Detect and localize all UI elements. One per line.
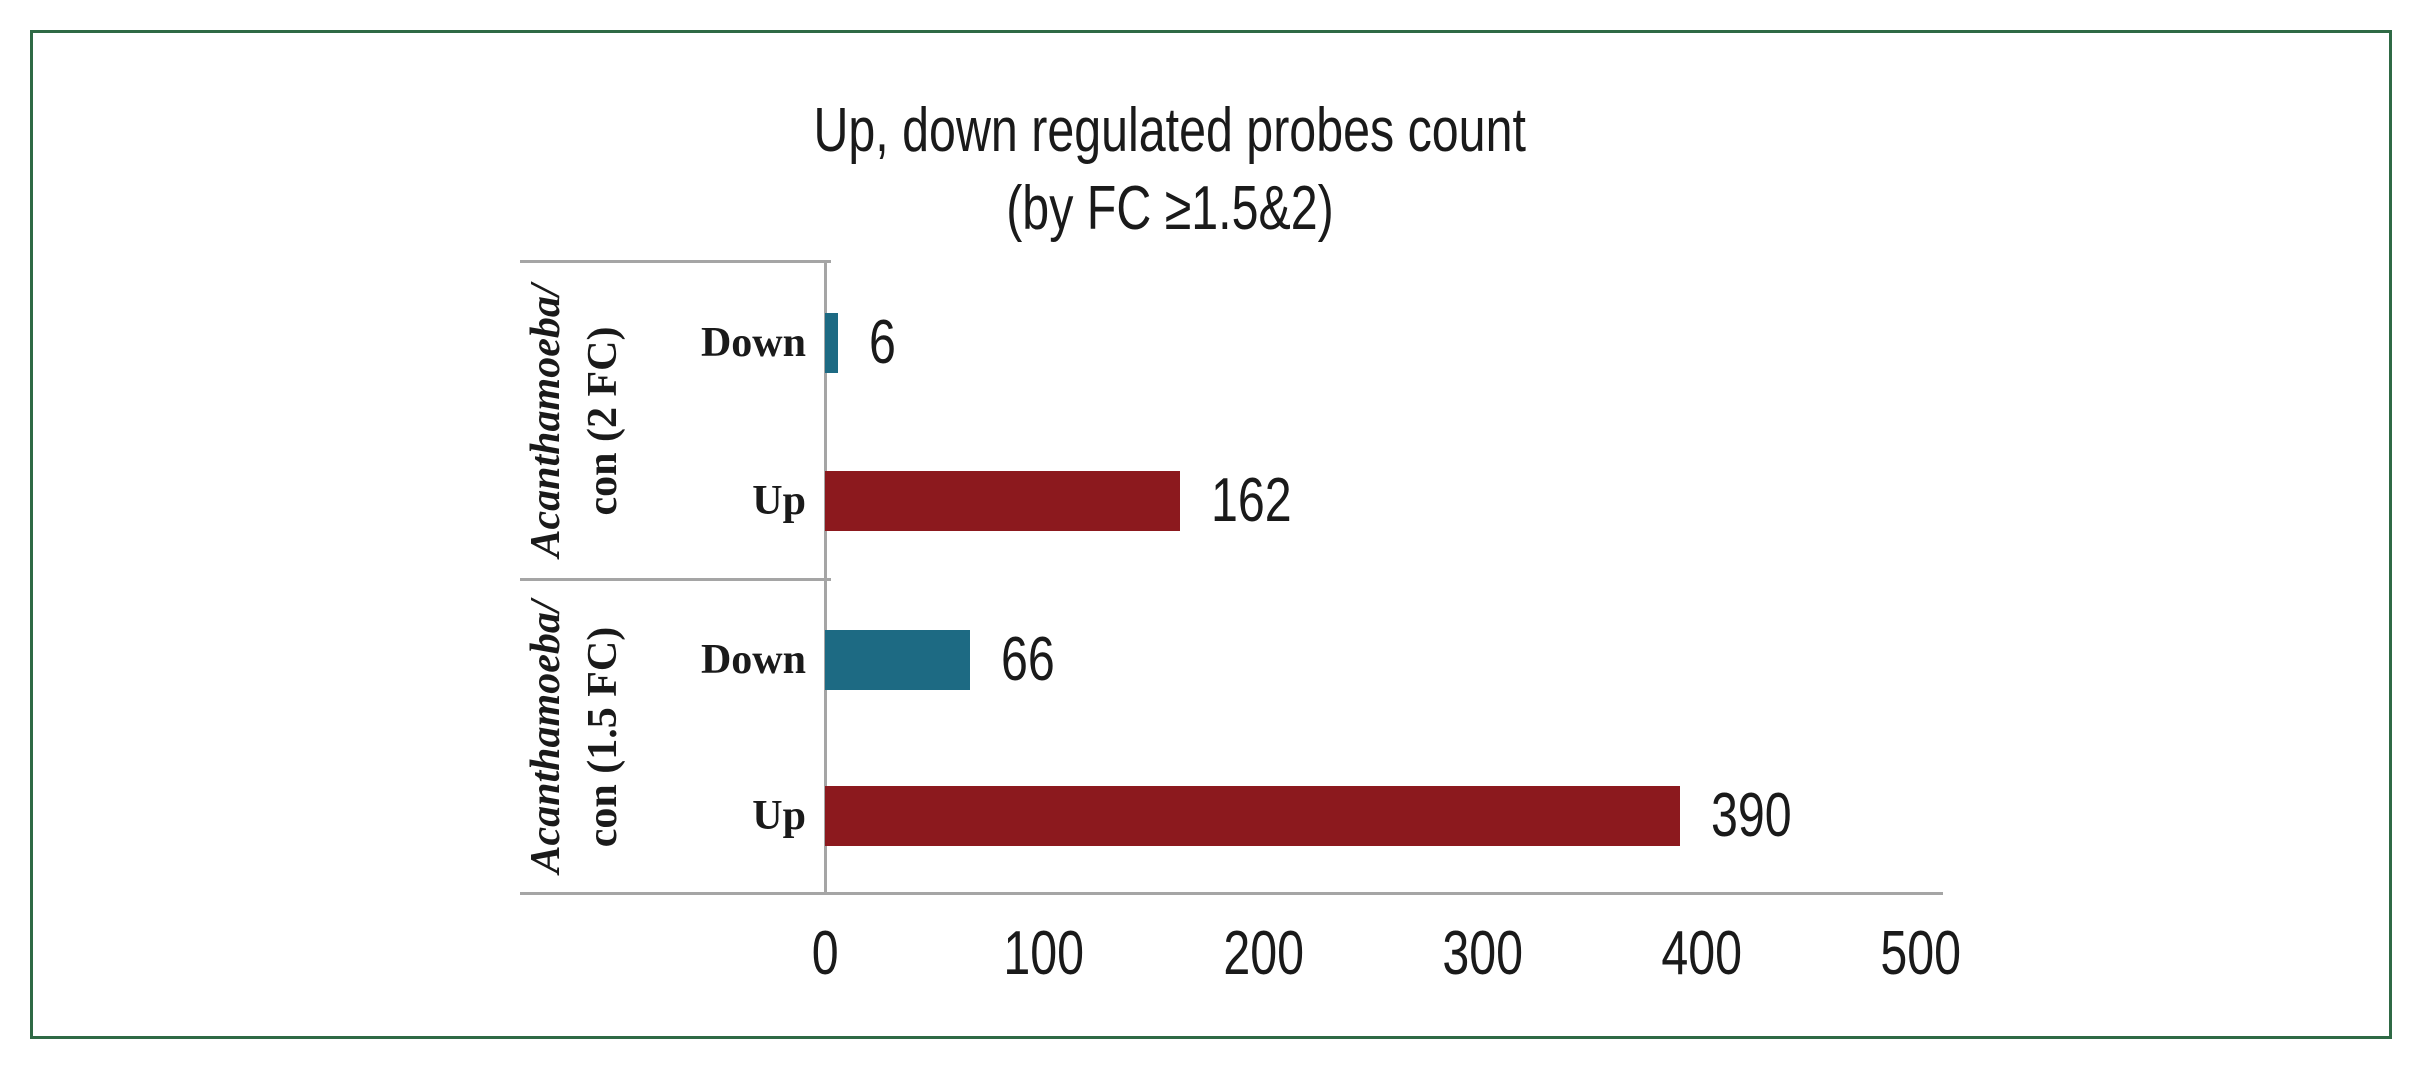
- group-label-box: Acanthamoeba/con (1.5 FC): [505, 580, 645, 894]
- x-tick-text: 200: [1223, 919, 1304, 988]
- category-box-top-line: [520, 260, 831, 263]
- group-label: Acanthamoeba/con (1.5 FC): [518, 580, 632, 894]
- category-label: Up: [752, 478, 806, 524]
- chart-border: [30, 30, 2392, 1039]
- bar-down: [825, 313, 838, 373]
- value-label: 66: [1001, 624, 1070, 696]
- group-label-line2: con (2 FC): [580, 326, 626, 516]
- value-label: 390: [1711, 780, 1814, 852]
- value-text: 390: [1711, 781, 1792, 850]
- x-tick-label: 500: [1821, 922, 2021, 986]
- x-tick-label: 100: [944, 922, 1144, 986]
- bar-up: [825, 471, 1180, 531]
- group-label-line1: Acanthamoeba/: [523, 284, 569, 558]
- x-tick-label: 0: [725, 922, 925, 986]
- value-text: 6: [869, 308, 896, 377]
- group-divider-line: [520, 578, 831, 581]
- group-label: Acanthamoeba/con (2 FC): [518, 262, 632, 580]
- x-tick-text: 400: [1661, 919, 1743, 988]
- chart-title-line1: Up, down regulated probes count: [813, 96, 1527, 165]
- value-label: 162: [1211, 465, 1314, 537]
- x-tick-label: 200: [1163, 922, 1363, 986]
- x-tick-text: 500: [1880, 919, 1962, 988]
- bar-up: [825, 786, 1680, 846]
- chart-title: Up, down regulated probes count (by FC ≥…: [0, 92, 2340, 248]
- category-label: Up: [752, 793, 806, 839]
- x-tick-text: 0: [811, 919, 839, 988]
- group-label-box: Acanthamoeba/con (2 FC): [505, 262, 645, 580]
- x-axis-line: [520, 892, 1943, 895]
- value-text: 66: [1001, 625, 1055, 694]
- group-label-line2: con (1.5 FC): [580, 626, 626, 848]
- x-tick-label: 400: [1602, 922, 1802, 986]
- chart-title-line2: (by FC ≥1.5&2): [1006, 174, 1334, 243]
- x-tick-text: 100: [1003, 919, 1085, 988]
- category-label: Down: [700, 637, 806, 683]
- value-text: 162: [1211, 466, 1292, 535]
- category-label: Down: [700, 320, 806, 366]
- x-tick-text: 300: [1442, 919, 1523, 988]
- group-label-line1: Acanthamoeba/: [523, 600, 569, 874]
- bar-down: [825, 630, 970, 690]
- x-tick-label: 300: [1383, 922, 1583, 986]
- value-label: 6: [869, 307, 903, 379]
- category-axis-line: [824, 260, 827, 894]
